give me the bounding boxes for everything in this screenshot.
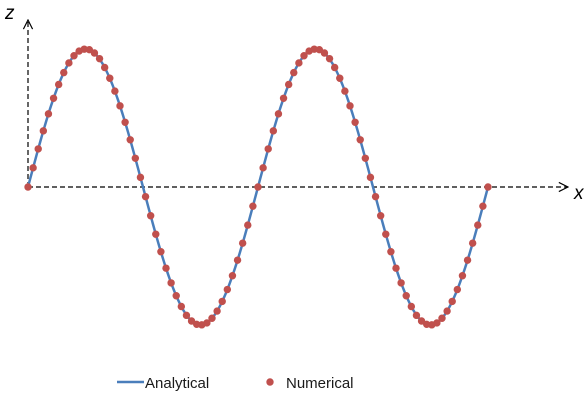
series-numerical-point bbox=[95, 54, 104, 63]
series-numerical-point bbox=[356, 136, 364, 144]
series-numerical-point bbox=[146, 212, 155, 220]
series-numerical-point bbox=[484, 183, 492, 191]
series-numerical-point bbox=[254, 183, 262, 191]
series-numerical-point bbox=[264, 145, 272, 153]
series-numerical-point bbox=[295, 59, 303, 67]
series-numerical-point bbox=[346, 102, 354, 110]
series-numerical-point bbox=[468, 239, 477, 247]
series-numerical-point bbox=[244, 221, 252, 229]
series-numerical-point bbox=[438, 314, 446, 322]
series-numerical-point bbox=[116, 102, 124, 110]
series-numerical-point bbox=[443, 307, 451, 315]
series-numerical-point bbox=[397, 279, 405, 287]
series-numerical-point bbox=[371, 192, 380, 201]
z-axis-label: z bbox=[4, 3, 15, 24]
series-numerical-point bbox=[44, 110, 53, 118]
series-numerical-point bbox=[387, 248, 395, 256]
series-numerical-point bbox=[249, 202, 257, 210]
series-numerical-point bbox=[208, 314, 216, 322]
series-numerical-point bbox=[290, 68, 298, 77]
series-numerical-point bbox=[330, 63, 339, 72]
series-numerical-point bbox=[152, 230, 160, 238]
series-numerical-point bbox=[279, 94, 288, 102]
series-numerical-point bbox=[402, 292, 410, 300]
series-numerical-point bbox=[106, 74, 114, 82]
series-numerical-point bbox=[111, 87, 119, 95]
series-numerical-point bbox=[351, 118, 359, 126]
series-numerical-point bbox=[126, 136, 134, 144]
series-numerical-point bbox=[407, 302, 416, 311]
series-numerical-point bbox=[376, 212, 385, 220]
series-numerical-point bbox=[218, 297, 226, 306]
series-numerical-point bbox=[463, 256, 472, 264]
series-numerical-point bbox=[228, 272, 237, 280]
series-numerical-point bbox=[238, 239, 247, 247]
series-numerical-point bbox=[136, 173, 145, 182]
series-numerical-point bbox=[284, 80, 293, 89]
legend: Analytical Numerical bbox=[117, 375, 354, 392]
x-axis-label: x bbox=[573, 183, 585, 204]
series-numerical-point bbox=[167, 279, 175, 287]
series-numerical-point bbox=[259, 164, 267, 172]
series-numerical-point bbox=[49, 94, 58, 102]
series-numerical-point bbox=[269, 127, 278, 135]
series-numerical-point bbox=[54, 80, 63, 89]
series-numerical-point bbox=[34, 145, 42, 153]
series-numerical-point bbox=[453, 285, 462, 294]
series-numerical-point bbox=[90, 49, 99, 57]
series-numerical-point bbox=[162, 264, 170, 272]
series-numerical-point bbox=[100, 63, 109, 72]
series-numerical-point bbox=[203, 319, 211, 327]
series-numerical-point bbox=[382, 230, 390, 238]
series-numerical-point bbox=[392, 264, 400, 272]
series-numerical-point bbox=[60, 68, 68, 77]
series-numerical-point bbox=[213, 307, 221, 315]
series-numerical-point bbox=[24, 183, 32, 191]
series-numerical-point bbox=[336, 74, 344, 82]
series-numerical-point bbox=[433, 319, 441, 327]
legend-numerical-swatch bbox=[266, 378, 274, 386]
series-numerical-point bbox=[177, 302, 186, 311]
series-numerical-point bbox=[320, 49, 329, 57]
plot-area bbox=[24, 45, 492, 329]
series-numerical-point bbox=[39, 127, 48, 135]
series-numerical-point bbox=[366, 173, 375, 182]
series-numerical-point bbox=[479, 202, 487, 210]
series-numerical-point bbox=[361, 154, 370, 162]
series-numerical-point bbox=[121, 118, 129, 126]
series-numerical-point bbox=[29, 164, 37, 172]
series-numerical-point bbox=[274, 110, 283, 118]
series-numerical-point bbox=[70, 52, 78, 60]
series-numerical-point bbox=[325, 54, 334, 63]
legend-analytical-label: Analytical bbox=[145, 375, 209, 392]
series-numerical-point bbox=[458, 272, 467, 280]
series-numerical-point bbox=[131, 154, 140, 162]
series-numerical-point bbox=[412, 311, 421, 320]
series-numerical-point bbox=[223, 285, 232, 294]
series-numerical-point bbox=[341, 87, 349, 95]
series-numerical-point bbox=[448, 297, 456, 306]
series-numerical-point bbox=[300, 52, 308, 60]
series-numerical-point bbox=[182, 311, 191, 320]
series-numerical-point bbox=[172, 292, 180, 300]
series-numerical-point bbox=[233, 256, 242, 264]
series-numerical-point bbox=[141, 192, 150, 201]
series-numerical-point bbox=[65, 59, 73, 67]
legend-numerical-label: Numerical bbox=[286, 375, 354, 392]
series-numerical-point bbox=[474, 221, 482, 229]
series-numerical-point bbox=[157, 248, 165, 256]
